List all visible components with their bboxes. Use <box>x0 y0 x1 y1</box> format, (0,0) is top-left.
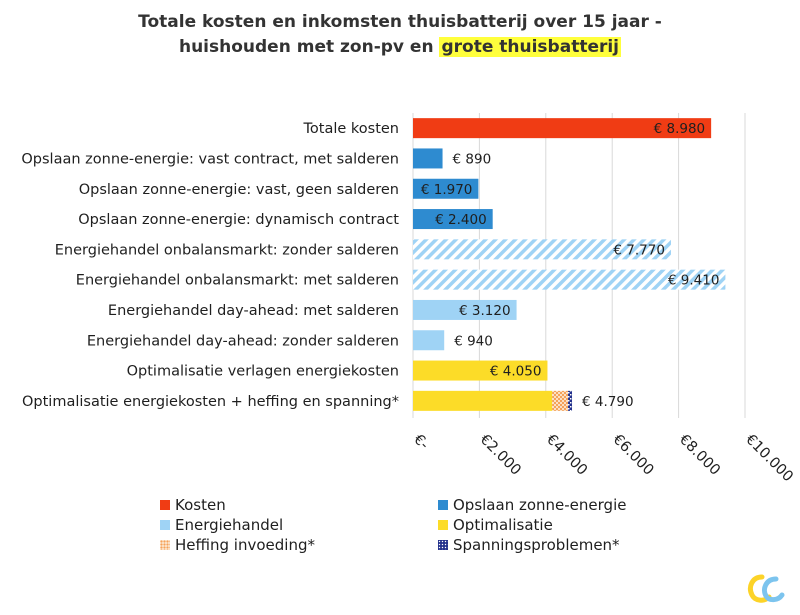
x-tick-label: €4.000 <box>543 432 590 479</box>
data-label: € 9.410 <box>668 273 720 289</box>
legend-label: Kosten <box>175 496 226 514</box>
legend-label: Energiehandel <box>175 516 284 534</box>
legend-item-kosten: Kosten <box>160 496 226 514</box>
category-label: Energiehandel day-ahead: zonder salderen <box>87 333 399 349</box>
data-label: € 940 <box>454 333 493 349</box>
x-tick-label: €8.000 <box>676 432 723 479</box>
legend-item-optimalisatie: Optimalisatie <box>438 516 553 534</box>
bar-energiehandel <box>413 299 517 320</box>
category-label: Totale kosten <box>303 121 400 137</box>
bar-optimalisatie <box>413 390 553 411</box>
x-tick-label: €2.000 <box>477 432 524 479</box>
legend-swatch <box>160 520 170 530</box>
chart-title-line-2: huishouden met zon-pv en grote thuisbatt… <box>0 35 800 60</box>
category-label: Opslaan zonne-energie: vast contract, me… <box>21 151 399 167</box>
bar-spanning <box>568 390 573 411</box>
data-label: € 7.770 <box>613 242 665 258</box>
bar-kosten <box>413 118 712 139</box>
legend-label: Spanningsproblemen* <box>453 536 620 554</box>
legend-label: Opslaan zonne-energie <box>453 496 627 514</box>
legend-swatch <box>438 500 448 510</box>
data-label: € 4.050 <box>490 364 542 380</box>
x-tick-label: €10.000 <box>742 432 796 486</box>
chart-title-line-2-text: huishouden met zon-pv en <box>178 37 440 57</box>
data-label: € 890 <box>453 151 492 167</box>
legend-swatch <box>438 540 448 550</box>
legend-swatch <box>438 520 448 530</box>
category-label: Energiehandel onbalansmarkt: met saldere… <box>76 273 399 289</box>
bar-opslaan <box>413 209 493 230</box>
bar-energiehandel-hatched <box>413 239 671 260</box>
bar-energiehandel <box>413 330 445 351</box>
legend-item-opslaan: Opslaan zonne-energie <box>438 496 626 514</box>
x-tick-label: €6.000 <box>609 432 656 479</box>
logo-icon <box>747 574 785 603</box>
chart-title-highlight: grote thuisbatterij <box>439 37 622 57</box>
bar-opslaan <box>413 178 479 199</box>
category-label: Optimalisatie verlagen energiekosten <box>127 364 399 380</box>
legend-item-heffing: Heffing invoeding* <box>160 536 315 554</box>
data-label: € 1.970 <box>421 182 473 198</box>
bar-energiehandel-hatched <box>413 269 726 290</box>
category-label: Opslaan zonne-energie: dynamisch contrac… <box>78 212 399 228</box>
category-label: Opslaan zonne-energie: vast, geen salder… <box>79 182 399 198</box>
category-label: Energiehandel day-ahead: met salderen <box>108 303 399 319</box>
bar-opslaan <box>413 148 443 169</box>
data-label: € 3.120 <box>459 303 511 319</box>
category-label: Energiehandel onbalansmarkt: zonder sald… <box>55 242 399 258</box>
data-label: € 2.400 <box>435 212 487 228</box>
chart-title-line-1: Totale kosten en inkomsten thuisbatterij… <box>138 12 662 32</box>
bar-heffing <box>552 390 569 411</box>
bar-optimalisatie <box>413 360 548 381</box>
legend-label: Optimalisatie <box>453 516 553 534</box>
bar-chart: Totale kosten Opslaan zonne-energie: vast… <box>21 113 796 486</box>
category-label: Optimalisatie energiekosten + heffing en… <box>22 394 399 410</box>
data-label: € 8.980 <box>654 121 706 137</box>
legend-swatch <box>160 540 170 550</box>
chart-title: Totale kosten en inkomsten thuisbatterij… <box>0 10 800 60</box>
legend-item-energiehandel: Energiehandel <box>160 516 283 534</box>
legend-swatch <box>160 500 170 510</box>
legend-label: Heffing invoeding* <box>175 536 315 554</box>
x-tick-label: €- <box>410 432 432 454</box>
legend-item-spanning: Spanningsproblemen* <box>438 536 620 554</box>
data-label: € 4.790 <box>582 394 634 410</box>
